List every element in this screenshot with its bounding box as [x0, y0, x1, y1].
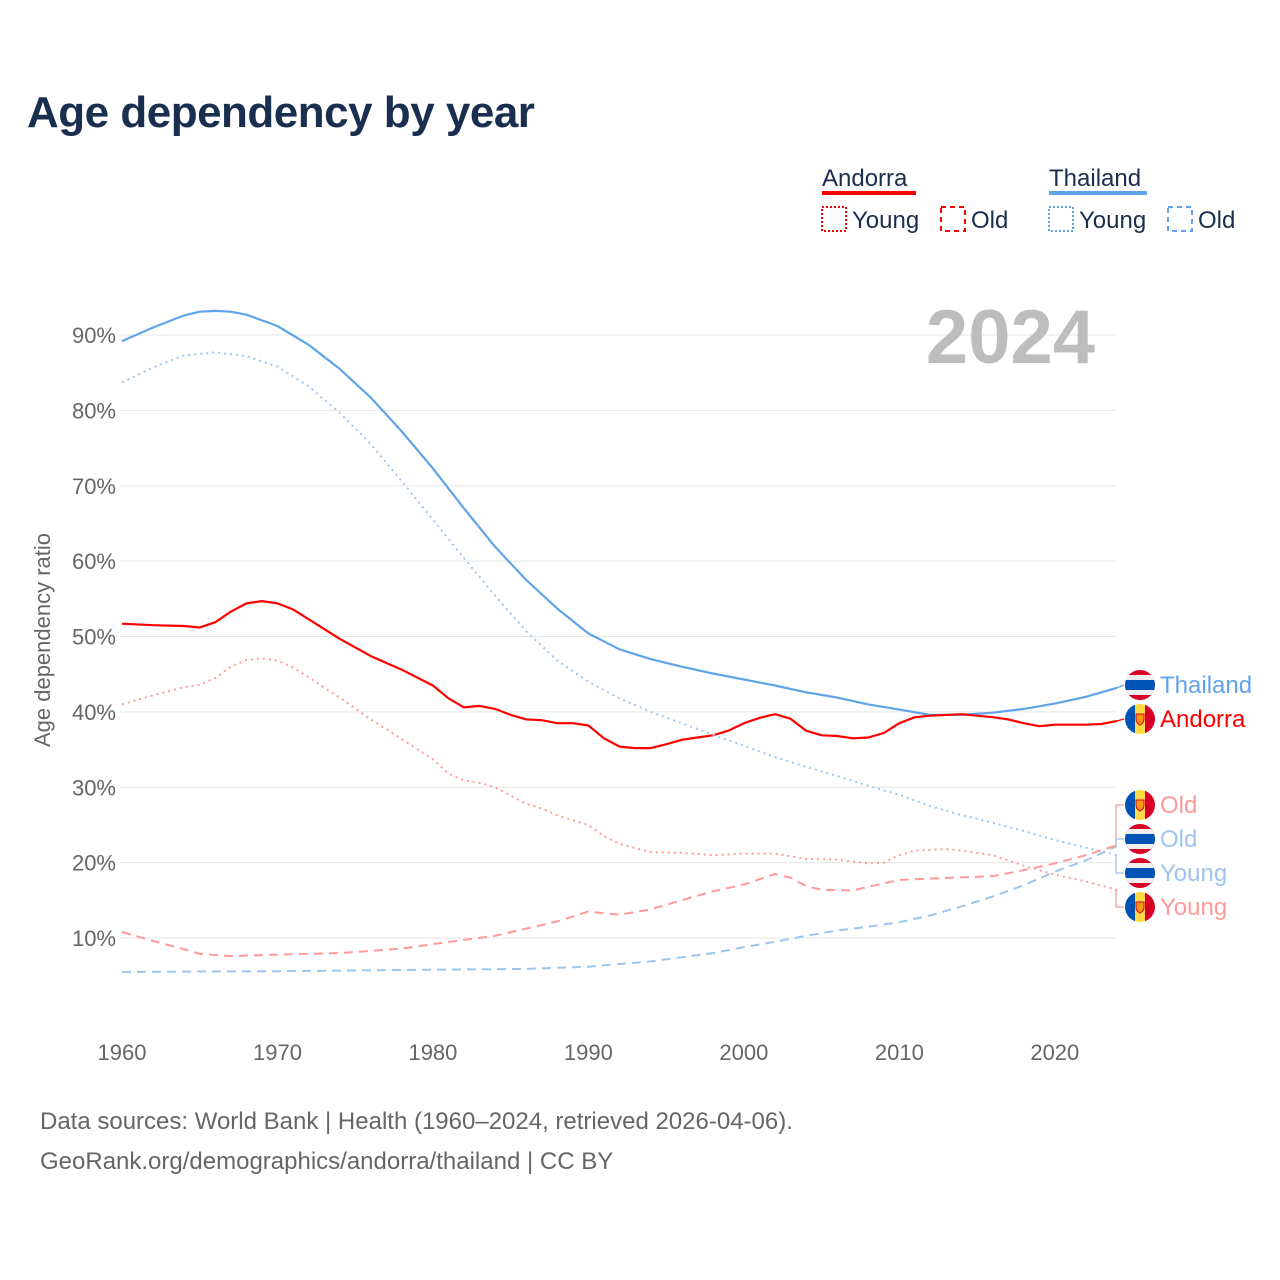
- x-tick-label: 2010: [875, 1040, 924, 1065]
- legend: Andorra Young Old Thailand Young Old: [821, 165, 1235, 234]
- series-line-andorra-old: [121, 844, 1118, 958]
- end-label-text: Young: [1160, 894, 1227, 921]
- y-axis-ticks: 10% 20% 30% 40% 50% 60% 70% 80% 90%: [72, 323, 116, 951]
- end-label-young: Young: [1115, 854, 1227, 888]
- thailand-flag-icon: [1125, 858, 1155, 888]
- y-tick-label: 80%: [72, 398, 116, 423]
- thailand-flag-icon: [1125, 670, 1155, 700]
- y-tick-label: 60%: [72, 549, 116, 574]
- end-label-text: Old: [1160, 826, 1197, 853]
- x-tick-label: 1990: [564, 1040, 613, 1065]
- y-tick-label: 20%: [72, 851, 116, 876]
- connector-line: [1116, 684, 1125, 689]
- end-label-young: Young: [1115, 889, 1227, 922]
- x-tick-label: 1960: [98, 1040, 147, 1065]
- x-tick-label: 1980: [408, 1040, 457, 1065]
- legend-group-andorra[interactable]: Andorra Young Old: [821, 165, 1008, 234]
- legend-item-label: Young: [1079, 207, 1146, 234]
- legend-solid-swatch: [1049, 191, 1147, 195]
- y-tick-label: 90%: [72, 323, 116, 348]
- andorra-flag-icon: [1125, 704, 1155, 734]
- gridlines: [120, 334, 1115, 939]
- x-tick-label: 2020: [1030, 1040, 1079, 1065]
- legend-item-label: Old: [971, 207, 1008, 234]
- legend-item-label: Old: [1198, 207, 1235, 234]
- y-tick-label: 40%: [72, 700, 116, 725]
- legend-group-thailand[interactable]: Thailand Young Old: [1048, 165, 1235, 234]
- attribution-line[interactable]: GeoRank.org/demographics/andorra/thailan…: [40, 1148, 614, 1175]
- connector-line: [1116, 718, 1125, 722]
- end-label-text: Thailand: [1160, 672, 1252, 699]
- series-line-andorra: [121, 600, 1118, 750]
- legend-swatch-young: [821, 206, 847, 232]
- chart-title: Age dependency by year: [27, 88, 535, 137]
- end-label-old: Old: [1115, 790, 1197, 846]
- thailand-flag-icon: [1125, 824, 1155, 854]
- legend-solid-swatch: [822, 191, 916, 195]
- end-label-text: Young: [1160, 860, 1227, 887]
- end-labels: Thailand Andorra Old Old Young Young: [1115, 670, 1252, 922]
- legend-country-label: Andorra: [822, 165, 908, 192]
- x-axis-ticks: 1960 1970 1980 1990 2000 2010 2020: [98, 1040, 1080, 1065]
- end-label-thailand: Thailand: [1116, 670, 1252, 700]
- year-badge: 2024: [926, 295, 1095, 380]
- legend-swatch-old: [1167, 206, 1193, 232]
- connector-line: [1115, 854, 1124, 874]
- series-line-andorra-young: [121, 657, 1118, 891]
- series-line-thailand-old: [121, 845, 1118, 973]
- y-axis-label: Age dependency ratio: [30, 533, 55, 747]
- end-label-text: Old: [1160, 792, 1197, 819]
- andorra-flag-icon: [1125, 790, 1155, 820]
- source-line: Data sources: World Bank | Health (1960–…: [40, 1108, 793, 1135]
- legend-item-label: Young: [852, 207, 919, 234]
- end-label-text: Andorra: [1160, 706, 1246, 733]
- connector-line: [1115, 889, 1124, 908]
- end-label-andorra: Andorra: [1116, 704, 1246, 734]
- connector-line: [1115, 838, 1124, 847]
- x-tick-label: 2000: [719, 1040, 768, 1065]
- legend-country-label: Thailand: [1049, 165, 1141, 192]
- end-label-old: Old: [1115, 824, 1197, 854]
- series-line-thailand-young: [121, 351, 1118, 857]
- andorra-flag-icon: [1125, 892, 1155, 922]
- series-lines: [121, 309, 1118, 973]
- x-tick-label: 1970: [253, 1040, 302, 1065]
- y-tick-label: 10%: [72, 926, 116, 951]
- legend-swatch-old: [940, 206, 966, 232]
- y-tick-label: 70%: [72, 474, 116, 499]
- legend-swatch-young: [1048, 206, 1074, 232]
- y-tick-label: 50%: [72, 625, 116, 650]
- y-tick-label: 30%: [72, 775, 116, 800]
